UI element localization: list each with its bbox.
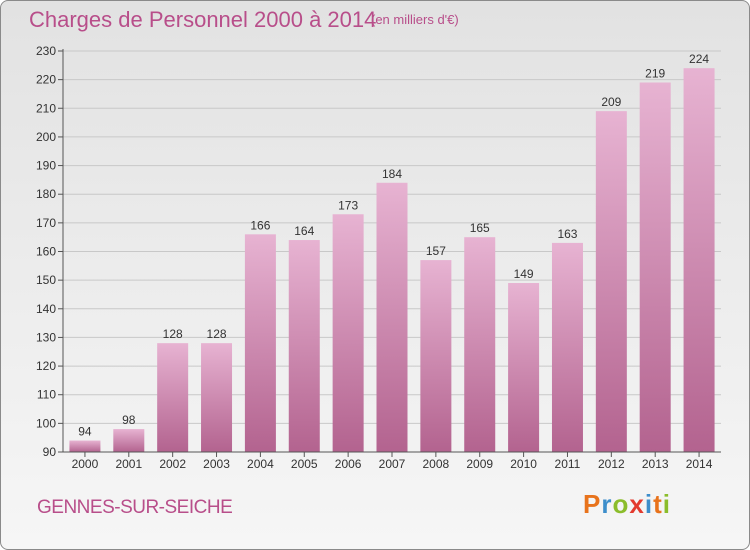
- bar-2002: [157, 343, 189, 452]
- value-label: 219: [645, 67, 665, 81]
- y-tick-label: 90: [43, 445, 57, 459]
- x-tick-label: 2008: [423, 457, 450, 471]
- value-label: 224: [689, 52, 709, 66]
- y-tick-label: 230: [36, 44, 56, 58]
- bar-2003: [201, 343, 233, 452]
- y-tick-label: 160: [36, 245, 56, 259]
- x-tick-label: 2002: [159, 457, 186, 471]
- bar-2009: [464, 237, 496, 452]
- x-tick-label: 2009: [466, 457, 493, 471]
- value-labels: 94 98 128 128 166 164 173 184 157 165 149 163 209 219…: [78, 52, 709, 438]
- bar-2000: [69, 440, 101, 452]
- bar-2010: [508, 283, 540, 452]
- y-tick-label: 130: [36, 330, 56, 344]
- logo-letter: r: [601, 489, 613, 519]
- y-tick-label: 220: [36, 73, 56, 87]
- commune-name: GENNES-SUR-SEICHE: [37, 497, 233, 518]
- x-tick-label: 2005: [291, 457, 318, 471]
- bar-2012: [595, 111, 627, 453]
- bar-2007: [376, 182, 408, 452]
- value-label: 157: [426, 244, 446, 258]
- logo-letter: i: [644, 489, 654, 519]
- logo-letter: o: [612, 489, 630, 519]
- bar-2006: [332, 214, 364, 452]
- value-label: 128: [207, 327, 227, 341]
- bar-2008: [420, 260, 452, 452]
- bars: [69, 68, 715, 453]
- value-label: 94: [78, 425, 92, 439]
- y-tick-label: 170: [36, 216, 56, 230]
- x-tick-label: 2010: [510, 457, 537, 471]
- logo-letter: P: [583, 489, 602, 519]
- value-label: 149: [514, 267, 534, 281]
- proxiti-logo[interactable]: Proxiti: [583, 489, 671, 520]
- chart-title: Charges de Personnel 2000 à 2014: [29, 7, 377, 32]
- x-tick-label: 2006: [335, 457, 362, 471]
- x-tick-label: 2014: [686, 457, 713, 471]
- y-tick-label: 210: [36, 101, 56, 115]
- value-label: 98: [122, 413, 136, 427]
- y-tick-label: 200: [36, 130, 56, 144]
- bar-2014: [683, 68, 715, 452]
- bar-2001: [113, 429, 145, 452]
- value-label: 128: [163, 327, 183, 341]
- x-tick-label: 2007: [379, 457, 406, 471]
- value-label: 166: [250, 218, 270, 232]
- bar-2011: [551, 242, 583, 452]
- y-tick-label: 110: [37, 388, 56, 402]
- bar-2013: [639, 82, 671, 452]
- y-tick-label: 150: [36, 273, 56, 287]
- y-tick-label: 120: [36, 359, 56, 373]
- value-label: 209: [601, 95, 621, 109]
- bar-2005: [288, 240, 320, 452]
- x-tick-label: 2004: [247, 457, 274, 471]
- x-tick-label: 2013: [642, 457, 669, 471]
- x-tick-label: 2003: [203, 457, 230, 471]
- x-tick-label: 2011: [555, 457, 581, 471]
- chart-subtitle: (en milliers d'€): [371, 12, 459, 27]
- value-label: 165: [470, 221, 490, 235]
- value-label: 184: [382, 167, 402, 181]
- x-tick-label: 2012: [598, 457, 625, 471]
- y-tick-label: 180: [36, 187, 56, 201]
- logo-letter: x: [629, 489, 645, 519]
- logo-letter: i: [662, 489, 671, 519]
- y-tick-label: 100: [36, 416, 56, 430]
- value-label: 164: [294, 224, 314, 238]
- y-tick-label: 190: [36, 159, 56, 173]
- bar-2004: [244, 234, 276, 452]
- y-tick-label: 140: [36, 302, 56, 316]
- x-tick-label: 2001: [115, 457, 142, 471]
- value-label: 163: [557, 227, 577, 241]
- value-label: 173: [338, 198, 358, 212]
- axes: 90 100 110 120 130 140 150 160 170 180 190 200 210 22…: [36, 44, 721, 471]
- logo-letter: t: [653, 489, 663, 519]
- x-tick-label: 2000: [72, 457, 99, 471]
